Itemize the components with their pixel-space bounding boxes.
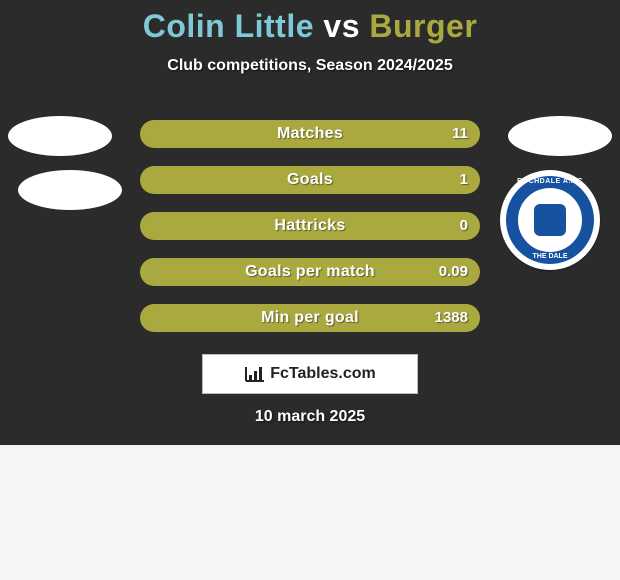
stat-label: Goals per match [0, 258, 620, 286]
stat-rows: Matches11 Goals1 Hattricks0 Goals per match… [0, 120, 620, 332]
stat-label: Min per goal [0, 304, 620, 332]
stat-row: Goals1 [0, 166, 620, 194]
title: Colin Little vs Burger [0, 0, 620, 45]
stat-row: Goals per match0.09 [0, 258, 620, 286]
stat-row: Hattricks0 [0, 212, 620, 240]
stat-value-right: 1 [460, 166, 468, 194]
stat-value-right: 11 [452, 120, 468, 148]
player2-name: Burger [369, 8, 477, 44]
stat-label: Matches [0, 120, 620, 148]
comparison-card: Colin Little vs Burger Club competitions… [0, 0, 620, 445]
brand-text: FcTables.com [270, 365, 376, 383]
stat-value-right: 0 [460, 212, 468, 240]
chart-icon [244, 365, 266, 383]
stat-value-right: 0.09 [439, 258, 468, 286]
brand-box[interactable]: FcTables.com [202, 354, 418, 394]
vs-text: vs [323, 8, 360, 44]
subtitle: Club competitions, Season 2024/2025 [0, 57, 620, 75]
stat-label: Goals [0, 166, 620, 194]
stat-row: Min per goal1388 [0, 304, 620, 332]
stat-value-right: 1388 [435, 304, 468, 332]
date-text: 10 march 2025 [0, 408, 620, 426]
stat-row: Matches11 [0, 120, 620, 148]
player1-name: Colin Little [143, 8, 314, 44]
stat-label: Hattricks [0, 212, 620, 240]
